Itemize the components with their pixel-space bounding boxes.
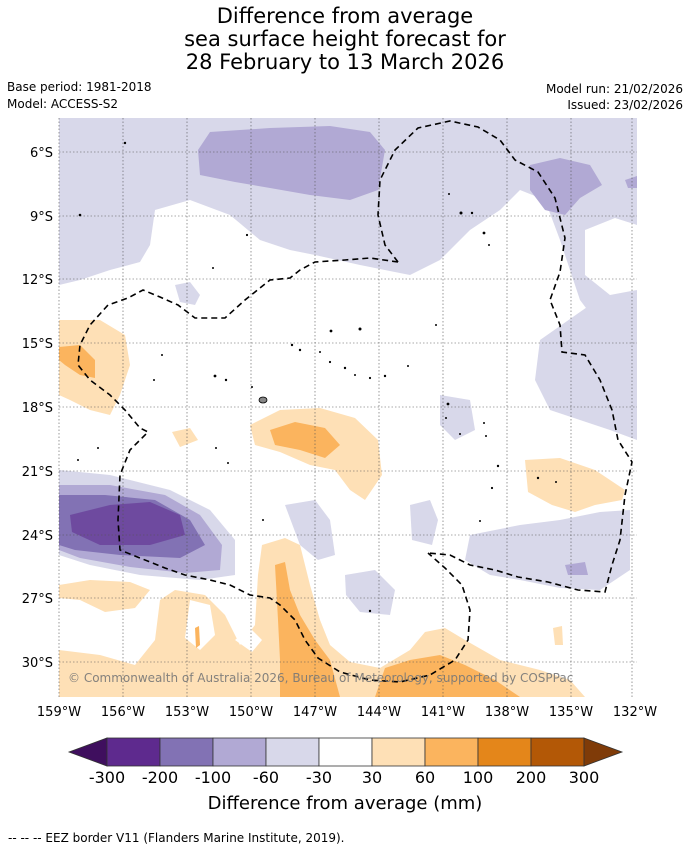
eez-borders	[77, 120, 633, 683]
anomaly-region-pos30-east	[525, 458, 625, 512]
colorbar-segment	[530, 737, 585, 767]
colorbar-tick: 30	[362, 768, 382, 787]
lat-label: 21°S	[22, 465, 53, 480]
lon-label: 153°W	[165, 705, 209, 720]
title-line-2: sea surface height forecast for	[184, 27, 506, 51]
lat-label: 9°S	[30, 210, 53, 225]
longitude-axis: 159°W 156°W 153°W 150°W 147°W 144°W 141°…	[37, 705, 657, 720]
colorbar-segment	[212, 737, 267, 767]
near-average-hole-south-b	[185, 600, 215, 650]
anomaly-region-neg30-island-a	[175, 282, 200, 305]
anomaly-region-neg30-patch-b	[410, 500, 438, 545]
colorbar-tick: -30	[306, 768, 332, 787]
colorbar-min-extension	[67, 737, 108, 767]
copyright-notice: © Commonwealth of Australia 2026, Bureau…	[68, 671, 573, 685]
colorbar-segment	[477, 737, 532, 767]
lat-label: 6°S	[30, 146, 53, 161]
anomaly-region-neg30-north	[59, 118, 637, 350]
colorbar-tick: 300	[569, 768, 600, 787]
lon-label: 156°W	[101, 705, 145, 720]
anomaly-region-pos60-southeast	[375, 655, 520, 697]
lon-label: 138°W	[485, 705, 529, 720]
lon-label: 144°W	[357, 705, 401, 720]
colorbar-segment	[265, 737, 320, 767]
title-line-1: Difference from average	[216, 4, 474, 28]
colorbar	[67, 737, 624, 767]
colorbar-ticks: -300 -200 -100 -60 -30 30 60 100 200 300	[89, 768, 599, 787]
lon-label: 132°W	[613, 705, 657, 720]
model-run: Model run: 21/02/2026	[545, 82, 683, 96]
lon-label: 141°W	[421, 705, 465, 720]
lon-label: 150°W	[229, 705, 273, 720]
map-panel: © Commonwealth of Australia 2026, Bureau…	[58, 118, 637, 697]
colorbar-tick: 100	[463, 768, 494, 787]
anomaly-region-pos60-south	[275, 562, 340, 697]
lat-label: 15°S	[22, 337, 53, 352]
anomaly-region-neg30-patch-d	[345, 570, 395, 615]
colorbar-tick: -60	[253, 768, 279, 787]
anomaly-region-neg30-patch-c	[465, 510, 630, 590]
anomaly-region-pos60-center	[270, 422, 340, 458]
eez-footnote: -- -- -- EEZ border V11 (Flanders Marine…	[8, 831, 345, 845]
anomaly-region-neg60-northeast	[530, 158, 602, 215]
model-name: Model: ACCESS-S2	[7, 97, 119, 111]
islands	[77, 141, 557, 613]
anomaly-region-pos60-west	[59, 345, 95, 378]
lat-label: 30°S	[22, 656, 53, 671]
anomaly-region-neg30-center	[285, 500, 335, 560]
lat-label: 27°S	[22, 592, 53, 607]
anomaly-region-pos30-south	[59, 580, 150, 612]
anomaly-region-pos30-small	[172, 428, 198, 447]
contour-fills	[59, 118, 637, 697]
colorbar-segment	[371, 737, 426, 767]
colorbar-segment	[318, 737, 373, 767]
near-average-hole-east	[585, 218, 637, 295]
issued-date: Issued: 23/02/2026	[567, 98, 683, 112]
colorbar-segment	[424, 737, 479, 767]
colorbar-tick: -300	[89, 768, 125, 787]
lon-label: 159°W	[37, 705, 81, 720]
lat-label: 24°S	[22, 529, 53, 544]
anomaly-region-neg60-east-strip	[625, 176, 637, 188]
lon-label: 147°W	[293, 705, 337, 720]
near-average-hole-north	[160, 205, 262, 262]
colorbar-tick: 60	[415, 768, 435, 787]
base-period: Base period: 1981-2018	[7, 80, 152, 94]
colorbar-title: Difference from average (mm)	[208, 793, 483, 814]
lon-label: 135°W	[549, 705, 593, 720]
colorbar-segment	[159, 737, 214, 767]
anomaly-region-neg30-patch-e	[440, 395, 475, 440]
anomaly-region-pos60-small-south	[195, 626, 200, 648]
colorbar-tick: -100	[195, 768, 231, 787]
lat-label: 12°S	[22, 273, 53, 288]
lat-label: 18°S	[22, 401, 53, 416]
anomaly-region-neg60-patch-se	[565, 562, 588, 575]
anomaly-region-neg200-southwest	[70, 502, 185, 545]
latitude-axis: 6°S 9°S 12°S 15°S 18°S 21°S 24°S 27°S 30…	[22, 146, 53, 671]
anomaly-region-pos30-south-main	[59, 538, 585, 697]
eez-border-central	[77, 257, 471, 683]
anomaly-region-neg60-north	[198, 126, 385, 200]
eez-border-north	[377, 120, 633, 593]
colorbar-tick: -200	[142, 768, 178, 787]
colorbar-tick: 200	[516, 768, 547, 787]
anomaly-region-pos30-small-se	[553, 626, 563, 645]
colorbar-segment	[106, 737, 161, 767]
title-line-3: 28 February to 13 March 2026	[185, 50, 505, 74]
colorbar-max-extension	[583, 737, 624, 767]
near-average-hole-south-a	[235, 628, 262, 652]
